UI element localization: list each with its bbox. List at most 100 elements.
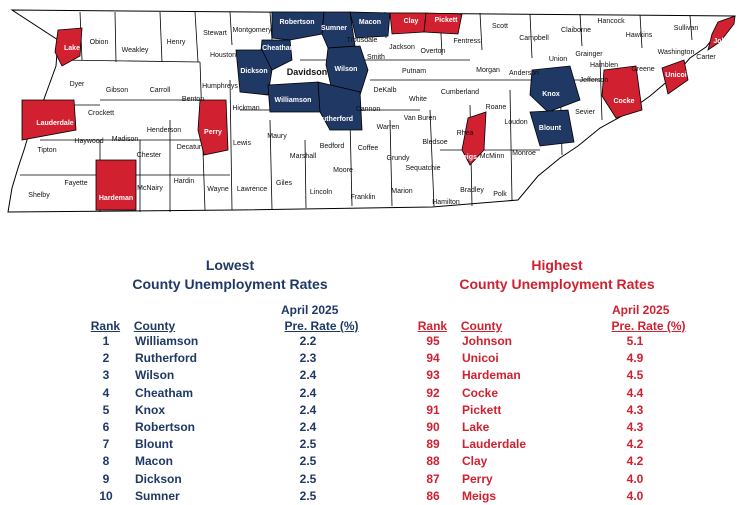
lowest-county-cell: Sumner: [135, 488, 180, 503]
county-label-coffee: Coffee: [358, 145, 379, 152]
county-label-trousdale: Trousdale: [347, 37, 378, 44]
highest-county-cell: Hardeman: [462, 368, 521, 383]
county-label-mcminn: McMinn: [480, 153, 505, 160]
county-label-knox: Knox: [542, 91, 560, 98]
county-label-loudon: Loudon: [504, 119, 527, 126]
lowest-rate-cell: 2.2: [299, 334, 317, 348]
highest-rates-panel: Highest County Unemployment Rates April …: [412, 256, 702, 505]
highest-rate-cell: 5.1: [626, 334, 644, 348]
county-label-henderson: Henderson: [147, 127, 181, 134]
county-label-mcnairy: McNairy: [137, 185, 163, 192]
lowest-rate-cell: 2.4: [299, 419, 317, 434]
highest-table-row: 94 Unicoi 4.9: [412, 350, 702, 367]
county-label-smith: Smith: [367, 54, 385, 61]
highest-title: Highest County Unemployment Rates: [412, 256, 702, 294]
highest-period: April 2025: [612, 303, 670, 317]
county-label-grainger: Grainger: [575, 51, 603, 58]
lowest-rank-cell: 6: [102, 419, 110, 434]
county-boundary-line: [349, 119, 353, 207]
county-label-clay: Clay: [404, 18, 419, 25]
county-label-fentress: Fentress: [453, 38, 481, 45]
highest-table-row: 95 Johnson 5.1: [412, 333, 702, 350]
county-label-weakley: Weakley: [122, 47, 149, 54]
highest-rate-cell: 4.0: [626, 471, 644, 486]
county-label-scott: Scott: [492, 23, 508, 30]
lowest-title-line2: County Unemployment Rates: [132, 276, 328, 292]
highest-rank-cell: 89: [426, 437, 440, 452]
county-boundary-line: [389, 119, 393, 207]
county-label-putnam: Putnam: [402, 68, 426, 75]
county-label-rhea: Rhea: [457, 130, 474, 137]
lowest-rate-cell: 2.5: [299, 471, 317, 486]
lowest-table-row: 10 Sumner 2.5: [85, 488, 375, 505]
highest-county-cell: Lake: [462, 419, 490, 434]
lowest-rank-cell: 3: [102, 368, 110, 383]
lowest-table-row: 6 Robertson 2.4: [85, 419, 375, 436]
highest-rate-cell: 4.3: [626, 402, 644, 417]
lowest-county-cell: Williamson: [135, 334, 199, 348]
county-label-hawkins: Hawkins: [626, 32, 653, 39]
county-shape-macon: [349, 11, 391, 39]
county-label-sevier: Sevier: [575, 109, 596, 116]
county-label-sullivan: Sullivan: [674, 25, 699, 32]
highest-table-row: 93 Hardeman 4.5: [412, 367, 702, 384]
county-boundary-line: [59, 59, 201, 63]
county-boundary-line: [159, 11, 163, 63]
county-label-claiborne: Claiborne: [561, 27, 591, 34]
highest-table-row: 91 Pickett 4.3: [412, 402, 702, 419]
highest-rank-cell: 93: [426, 368, 440, 383]
county-label-lake: Lake: [64, 45, 80, 52]
county-label-bradley: Bradley: [460, 187, 484, 194]
lowest-county-cell: Cheatham: [135, 385, 194, 400]
lowest-header-county: County: [133, 319, 176, 333]
lowest-county-cell: Robertson: [135, 419, 195, 434]
county-label-humphreys: Humphreys: [202, 83, 238, 90]
lowest-header-rank: Rank: [90, 319, 121, 333]
county-label-davidson: Davidson: [287, 67, 328, 77]
county-label-houston: Houston: [210, 52, 236, 59]
highest-rate-cell: 4.5: [626, 368, 644, 383]
county-label-polk: Polk: [493, 191, 507, 198]
county-label-madison: Madison: [112, 136, 139, 143]
county-boundary-line: [114, 11, 117, 63]
highest-county-cell: Johnson: [462, 334, 512, 348]
tennessee-county-map: Lake Obion Weakley Henry Stewart Montgomery Ro…: [7, 9, 743, 213]
highest-title-line2: County Unemployment Rates: [459, 276, 655, 292]
county-label-van-buren: Van Buren: [404, 115, 437, 122]
lowest-table-row: 7 Blount 2.5: [85, 436, 375, 453]
county-label-chester: Chester: [137, 152, 162, 159]
county-label-sumner: Sumner: [321, 25, 347, 32]
county-label-tipton: Tipton: [37, 147, 56, 154]
lowest-rate-cell: 2.5: [299, 454, 317, 469]
county-label-jefferson: Jefferson: [580, 77, 609, 84]
county-label-hardin: Hardin: [174, 178, 195, 185]
lowest-header-row: Rank County Pre. Rate (%): [85, 319, 375, 333]
county-shape-blount: [529, 109, 575, 147]
lowest-rank-cell: 5: [102, 402, 110, 417]
highest-county-cell: Pickett: [462, 402, 502, 417]
highest-table-body: 95 Johnson 5.1 94 Unicoi 4.9 93 Hardeman 4.5 92 Co…: [412, 333, 702, 505]
county-boundary-line: [229, 79, 233, 211]
county-boundary-line: [304, 139, 307, 209]
county-label-blount: Blount: [539, 125, 562, 132]
county-label-sequatchie: Sequatchie: [405, 165, 440, 172]
county-shape-lauderdale: [21, 99, 77, 141]
lowest-period: April 2025: [281, 303, 339, 317]
county-label-overton: Overton: [421, 48, 446, 55]
county-label-carter: Carter: [696, 54, 716, 61]
county-label-decatur: Decatur: [177, 144, 202, 151]
county-boundary-line: [479, 12, 483, 51]
county-boundary-line: [579, 13, 583, 47]
highest-header-county: County: [460, 319, 503, 333]
county-label-benton: Benton: [182, 96, 204, 103]
highest-county-cell: Perry: [462, 471, 493, 486]
county-label-williamson: Williamson: [275, 97, 312, 104]
county-label-warren: Warren: [377, 124, 400, 131]
highest-table-row: 90 Lake 4.3: [412, 419, 702, 436]
county-label-pickett: Pickett: [435, 17, 459, 24]
county-label-cannon: Cannon: [356, 106, 381, 113]
highest-rank-cell: 87: [426, 471, 440, 486]
county-label-hamilton: Hamilton: [432, 199, 460, 206]
county-label-cumberland: Cumberland: [441, 89, 479, 96]
county-label-hancock: Hancock: [597, 18, 625, 25]
